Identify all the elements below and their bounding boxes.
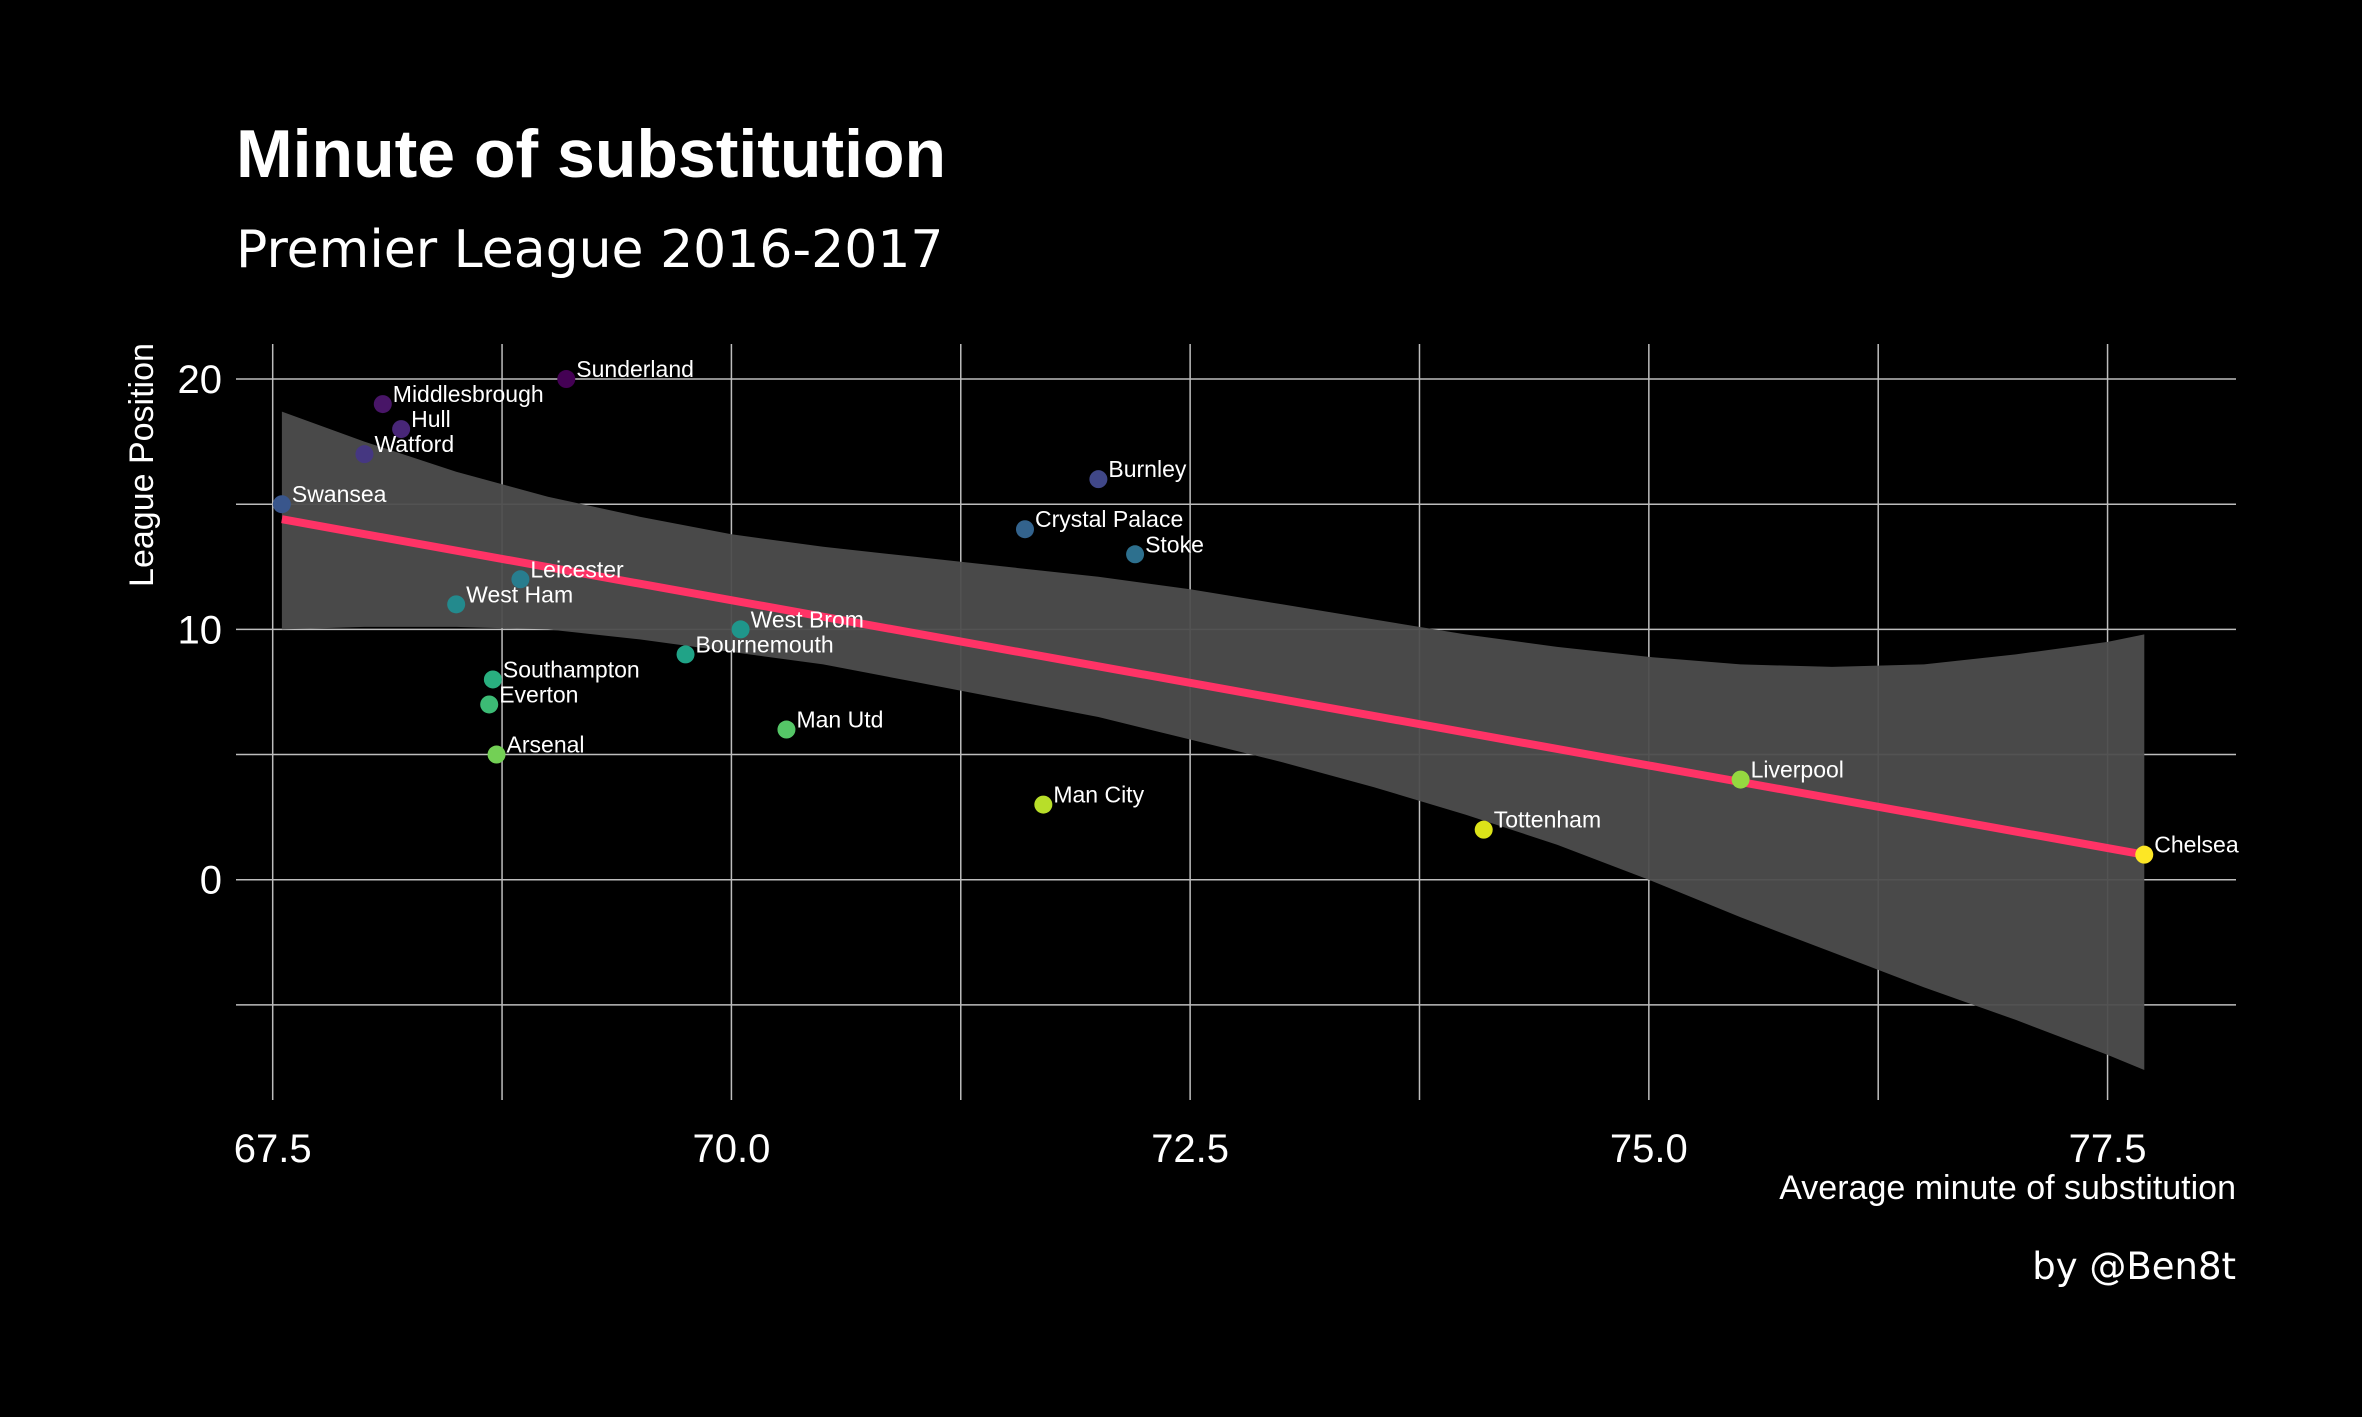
point-label: Man Utd: [796, 707, 883, 733]
data-point: [480, 695, 499, 714]
data-point: [373, 395, 392, 414]
trend-line: [281, 515, 2145, 859]
point-label: Liverpool: [1751, 757, 1844, 783]
data-point: [483, 670, 502, 689]
point-label: Middlesbrough: [393, 381, 544, 407]
data-point: [447, 595, 466, 614]
data-point: [1474, 820, 1493, 839]
x-axis-label: Average minute of substitution: [1779, 1169, 2236, 1207]
caption: by @Ben8t: [2032, 1245, 2236, 1288]
data-point: [1126, 545, 1145, 564]
data-point: [731, 620, 750, 639]
point-label: Hull: [411, 406, 451, 432]
data-point: [1731, 770, 1750, 789]
point-label: West Brom: [751, 606, 864, 632]
data-point: [511, 570, 530, 589]
x-tick-label: 72.5: [1151, 1127, 1229, 1171]
point-label: Bournemouth: [696, 631, 834, 657]
y-tick-label: 0: [200, 859, 222, 903]
point-label: Crystal Palace: [1035, 506, 1183, 532]
point-label: Leicester: [530, 556, 624, 582]
data-point: [1034, 795, 1053, 814]
x-tick-label: 77.5: [2069, 1127, 2147, 1171]
point-label: Swansea: [292, 481, 387, 507]
confidence-band: [281, 411, 2145, 1071]
y-tick-label: 20: [178, 358, 223, 402]
trend-line-path: [281, 515, 2145, 859]
point-label: West Ham: [466, 581, 573, 607]
confidence-band-area: [281, 411, 2145, 1071]
point-label: Southampton: [503, 656, 640, 682]
data-point: [777, 720, 796, 739]
y-axis-label: League Position: [123, 343, 161, 587]
point-label: Man City: [1053, 782, 1144, 808]
point-label: Arsenal: [507, 732, 585, 758]
data-point: [676, 645, 695, 664]
y-tick-label: 10: [178, 608, 223, 652]
data-point: [355, 445, 374, 464]
point-label: Chelsea: [2154, 832, 2239, 858]
data-point: [392, 420, 411, 439]
x-tick-label: 75.0: [1610, 1127, 1688, 1171]
data-point: [1089, 470, 1108, 489]
point-label: Everton: [499, 681, 578, 707]
axis-ticks: 67.5 70.0 72.5 75.0 77.5 0 10 20: [178, 358, 2147, 1171]
x-tick-label: 70.0: [692, 1127, 770, 1171]
data-point: [1015, 520, 1034, 539]
data-point: [2135, 845, 2154, 864]
point-label: Sunderland: [576, 356, 694, 382]
chart-title: Minute of substitution: [236, 116, 946, 192]
data-point: [272, 495, 291, 514]
point-label: Burnley: [1108, 456, 1186, 482]
chart-subtitle: Premier League 2016-2017: [236, 220, 944, 280]
point-label: Watford: [374, 431, 454, 457]
point-label: Stoke: [1145, 531, 1204, 557]
data-point: [487, 745, 506, 764]
data-point: [557, 370, 576, 389]
point-label: Tottenham: [1494, 807, 1601, 833]
x-tick-label: 67.5: [234, 1127, 312, 1171]
